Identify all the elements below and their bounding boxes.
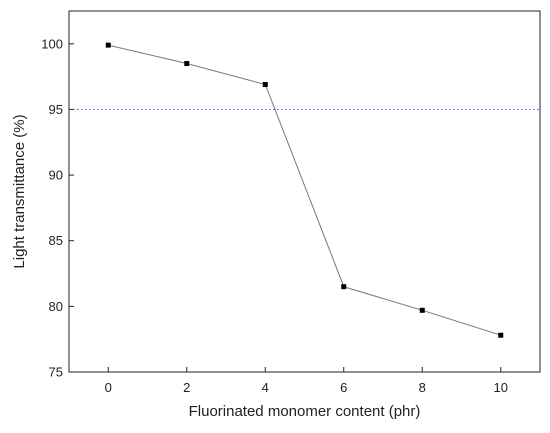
data-point-marker: [419, 307, 425, 313]
x-tick-label: 10: [494, 380, 508, 395]
plot-frame: [68, 10, 541, 373]
y-axis-title: Light transmittance (%): [11, 114, 28, 268]
data-point-marker: [184, 61, 190, 67]
y-tick-label: 75: [49, 365, 63, 380]
data-point-marker: [341, 284, 347, 290]
y-tick-label: 90: [49, 168, 63, 183]
y-tick-label: 100: [41, 36, 63, 51]
series-lines: [108, 44, 501, 336]
x-tick-label: 0: [105, 380, 112, 395]
x-tick-label: 8: [419, 380, 426, 395]
y-tick-label: 85: [49, 233, 63, 248]
x-tick-label: 6: [340, 380, 347, 395]
x-axis-ticks: 0 2 4 6 8 10: [105, 367, 508, 395]
x-tick-label: 2: [183, 380, 190, 395]
y-tick-label: 80: [49, 299, 63, 314]
series-line: [108, 44, 501, 336]
data-markers: [105, 42, 504, 338]
data-point-marker: [498, 332, 504, 338]
data-point-marker: [262, 82, 268, 88]
y-axis-ticks: 75 80 85 90 95 100: [41, 36, 74, 380]
x-axis-title: Fluorinated monomer content (phr): [189, 403, 421, 420]
x-tick-label: 4: [262, 380, 269, 395]
data-point-marker: [105, 42, 111, 48]
y-tick-label: 95: [49, 102, 63, 117]
